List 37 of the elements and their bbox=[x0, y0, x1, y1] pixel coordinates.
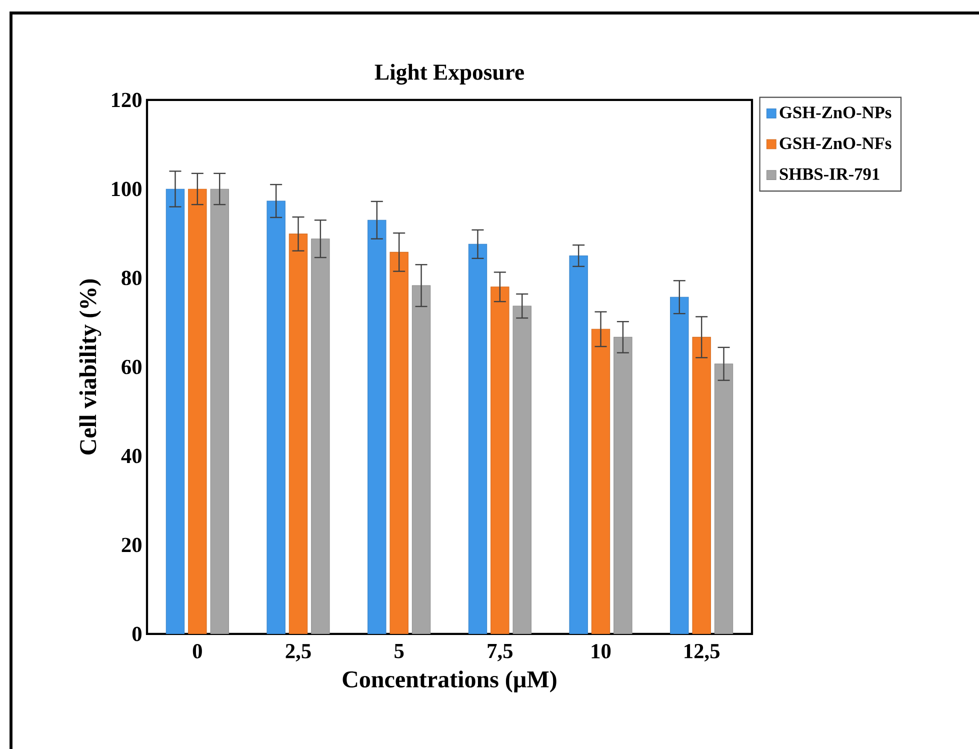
bar bbox=[714, 364, 734, 634]
bar bbox=[614, 336, 632, 634]
bar bbox=[670, 296, 689, 634]
y-tick-label: 0 bbox=[132, 626, 142, 642]
y-tick-label: 120 bbox=[112, 92, 142, 108]
bar bbox=[468, 244, 488, 634]
y-tick-label: 100 bbox=[112, 182, 142, 196]
y-tick-label: 40 bbox=[121, 448, 142, 464]
bar bbox=[166, 188, 185, 634]
y-tick-label: 80 bbox=[122, 270, 142, 286]
y-tick-label: 60 bbox=[122, 360, 142, 374]
chart-title: Light Exposure bbox=[374, 64, 524, 85]
y-tick-label: 20 bbox=[122, 538, 142, 552]
bar bbox=[188, 188, 207, 634]
bar bbox=[288, 234, 308, 634]
legend-label: GSH-ZnO-NPs bbox=[780, 106, 892, 118]
x-tick-label: 2,5 bbox=[286, 644, 311, 662]
bar bbox=[490, 286, 510, 634]
bar bbox=[390, 252, 408, 634]
legend-label: GSH-ZnO-NFs bbox=[780, 137, 892, 150]
y-axis-title: Cell viability (%) bbox=[79, 279, 102, 454]
x-tick-label: 5 bbox=[394, 644, 404, 658]
x-tick-label: 12,5 bbox=[684, 644, 720, 662]
bar bbox=[311, 238, 330, 634]
bar bbox=[266, 200, 286, 634]
bar bbox=[569, 255, 588, 634]
legend-label: SHBS-IR-791 bbox=[780, 168, 880, 180]
bar bbox=[210, 188, 229, 634]
bar bbox=[368, 220, 386, 634]
x-tick-label: 0 bbox=[192, 644, 202, 658]
bar bbox=[412, 285, 431, 634]
bar bbox=[692, 336, 711, 634]
x-tick-label: 10 bbox=[592, 644, 611, 658]
x-axis-title: Concentrations (µM) bbox=[342, 670, 556, 692]
bar bbox=[591, 328, 610, 634]
x-tick-label: 7,5 bbox=[488, 644, 512, 662]
bar bbox=[512, 306, 532, 634]
